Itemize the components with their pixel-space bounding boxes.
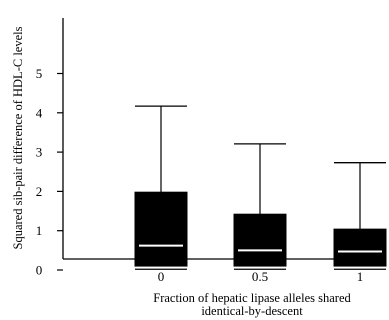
y-tick-label: 2	[36, 184, 43, 199]
y-tick-label: 4	[36, 105, 43, 120]
box-group-0-5	[233, 143, 287, 270]
x-axis-title-line-2: identical-by-descent	[201, 304, 303, 318]
iqr-box	[233, 213, 287, 267]
iqr-box	[134, 191, 188, 267]
iqr-box	[333, 228, 387, 267]
y-tick-label: 0	[36, 263, 43, 278]
x-tick-label: 0	[158, 269, 165, 284]
box-group-1	[333, 162, 387, 270]
box-group-0	[134, 105, 188, 270]
boxes	[134, 105, 387, 270]
y-tick-label: 3	[36, 145, 43, 160]
x-tick-label: 0.5	[252, 269, 268, 284]
y-tick-label: 5	[36, 66, 43, 81]
x-axis-title-line-1: Fraction of hepatic lipase alleles share…	[153, 291, 351, 305]
y-ticks: 0 1 2 3 4 5	[36, 66, 63, 278]
y-axis-title: Squared sib-pair difference of HDL-C lev…	[11, 26, 25, 249]
y-tick-label: 1	[36, 223, 43, 238]
x-tick-label: 1	[357, 269, 364, 284]
